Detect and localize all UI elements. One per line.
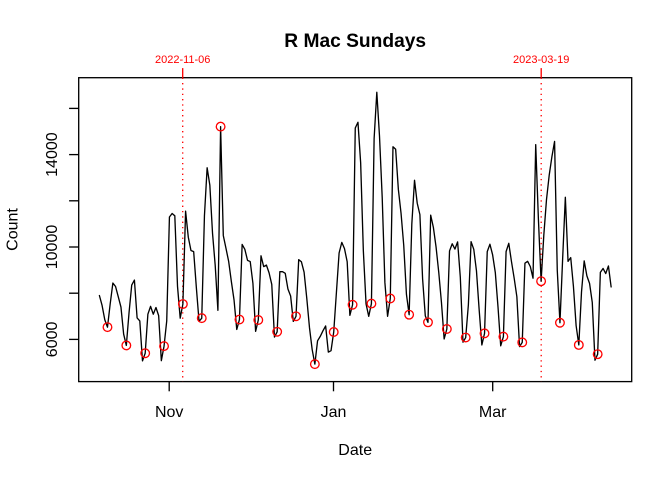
svg-text:Mar: Mar	[479, 404, 507, 421]
svg-text:Jan: Jan	[321, 404, 347, 421]
svg-text:2022-11-06: 2022-11-06	[155, 54, 210, 66]
svg-text:2023-03-19: 2023-03-19	[513, 54, 569, 66]
svg-text:10000: 10000	[44, 225, 61, 270]
svg-text:6000: 6000	[44, 322, 61, 358]
svg-text:Date: Date	[338, 442, 372, 459]
svg-text:14000: 14000	[44, 132, 61, 177]
svg-text:R Mac Sundays: R Mac Sundays	[284, 31, 426, 52]
svg-text:Nov: Nov	[155, 404, 183, 421]
svg-text:Count: Count	[5, 208, 22, 251]
